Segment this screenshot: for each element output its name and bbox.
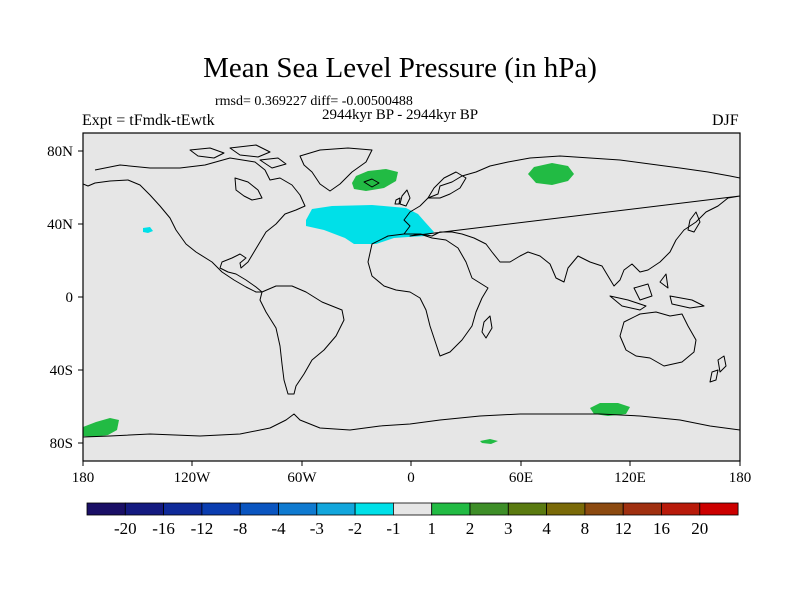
lat-tick-label: 40S (50, 363, 73, 379)
australia-coast (619, 311, 697, 367)
antarctic-small-high-anomaly (480, 439, 498, 444)
greenland-coast (299, 147, 373, 192)
colorbar-swatch (239, 502, 279, 516)
lon-tick-label: 0 (407, 470, 415, 486)
colorbar-label: -3 (310, 519, 324, 538)
eurasia-coast (403, 155, 740, 287)
maritime-continent-coast (609, 273, 705, 311)
lon-tick-label: 180 (72, 470, 95, 486)
colorbar-swatch (201, 502, 241, 516)
colorbar-label: 12 (615, 519, 632, 538)
colorbar-label: 1 (427, 519, 436, 538)
lat-tick-label: 0 (66, 290, 74, 306)
greenland-sea-high-anomaly (352, 169, 398, 191)
lat-tick-label: 80S (50, 436, 73, 452)
colorbar-label: 8 (581, 519, 590, 538)
colorbar-swatch (622, 502, 662, 516)
axis-ticks (78, 150, 741, 466)
colorbar (86, 502, 739, 516)
colorbar-swatch (392, 502, 433, 516)
colorbar-swatch (163, 502, 203, 516)
colorbar-label: 3 (504, 519, 513, 538)
colorbar-label: 4 (542, 519, 551, 538)
britain-coast (394, 189, 411, 207)
lat-tick-label: 80N (47, 144, 73, 160)
colorbar-swatch (278, 502, 318, 516)
lon-tick-label: 180 (729, 470, 752, 486)
africa-coast (367, 233, 489, 357)
pacific-small-low-anomaly (143, 227, 153, 233)
japan-coast (687, 211, 701, 233)
colorbar-label: -1 (386, 519, 400, 538)
scandinavia-coast (427, 171, 467, 199)
colorbar-swatch (431, 502, 471, 516)
map-background (83, 133, 740, 461)
colorbar-labels: -20 -16 -12 -8 -4 -3 -2 -1 1 2 3 4 8 12 16 20 (114, 519, 708, 538)
lon-tick-label: 60E (509, 470, 533, 486)
north-america-coast (83, 157, 306, 293)
colorbar-label: -12 (191, 519, 214, 538)
chart-title: Mean Sea Level Pressure (in hPa) (203, 52, 597, 84)
lon-tick-label: 60W (287, 470, 317, 486)
west-siberia-high-anomaly (528, 163, 574, 185)
experiment-label: Expt = tFmdk-tEwtk (82, 112, 215, 129)
hudson-bay-coast (234, 177, 263, 201)
colorbar-swatch (86, 502, 126, 516)
colorbar-label: -20 (114, 519, 137, 538)
new-zealand-coast (709, 355, 727, 383)
antarctica-coast (83, 413, 740, 438)
colorbar-swatch (507, 502, 547, 516)
period-line: 2944kyr BP - 2944kyr BP (322, 107, 479, 123)
colorbar-label: -4 (271, 519, 286, 538)
lon-tick-label: 120W (174, 470, 212, 486)
colorbar-swatch (469, 502, 509, 516)
iceland-coast (363, 178, 380, 188)
colorbar-swatch (354, 502, 394, 516)
arctic-islands-coast (189, 144, 287, 169)
southeast-pacific-antarctic-high-anomaly (83, 418, 119, 437)
colorbar-swatch (316, 502, 356, 516)
coastline-layer (83, 144, 740, 438)
madagascar-coast (481, 315, 493, 339)
lat-tick-label: 40N (47, 217, 73, 233)
colorbar-label: -2 (348, 519, 362, 538)
colorbar-label: 20 (691, 519, 708, 538)
colorbar-swatch (546, 502, 586, 516)
colorbar-swatch (699, 502, 739, 516)
south-america-coast (259, 285, 345, 395)
colorbar-label: -8 (233, 519, 247, 538)
colorbar-swatch (661, 502, 701, 516)
colorbar-label: 2 (466, 519, 475, 538)
colorbar-label: -16 (152, 519, 175, 538)
season-label: DJF (712, 112, 739, 129)
stats-line: rmsd= 0.369227 diff= -0.00500488 (215, 94, 413, 109)
colorbar-swatch (584, 502, 624, 516)
colorbar-swatch (124, 502, 165, 516)
east-antarctic-ocean-high-anomaly (590, 403, 630, 416)
colorbar-label: 16 (653, 519, 670, 538)
lon-tick-label: 120E (614, 470, 646, 486)
